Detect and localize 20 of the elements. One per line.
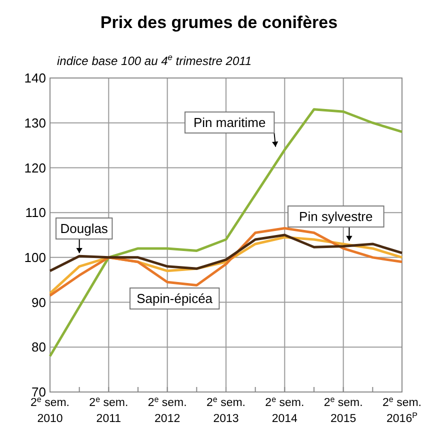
x-tick-label: 2$^{e}$ sem. 2014 — [265, 394, 304, 425]
text: Pin maritime — [193, 115, 266, 130]
y-tick-label: 120 — [24, 160, 46, 176]
x-tick-label: 2$^{e}$ sem. 2015 — [324, 394, 363, 425]
line-series — [48, 108, 404, 358]
y-tick-label: 140 — [24, 70, 46, 86]
series-label: Pin sylvestre — [299, 209, 373, 224]
chart-subtitle: indice base 100 au 4$^{e}$ trimestre 2011 — [57, 52, 252, 68]
x-tick-label: 2$^{e}$ sem. 2016$^{P}$ — [382, 394, 422, 425]
series-label: Douglas — [60, 221, 108, 236]
x-tick-label: 2$^{e}$ sem. 2011 — [89, 394, 128, 425]
chart-title: Prix des grumes de conifères — [100, 13, 338, 32]
y-tick-label: 110 — [25, 205, 46, 220]
x-tick-label: 2$^{e}$ sem. 2012 — [148, 394, 187, 425]
series-label: Sapin-épicéa — [136, 291, 214, 306]
y-tick-label: 130 — [24, 115, 46, 130]
y-tick-label: 80 — [32, 340, 46, 355]
y-tick-label: 100 — [24, 250, 46, 265]
x-tick-label: 2$^{e}$ sem. 2013 — [206, 394, 246, 425]
y-tick-label: 90 — [32, 294, 46, 310]
